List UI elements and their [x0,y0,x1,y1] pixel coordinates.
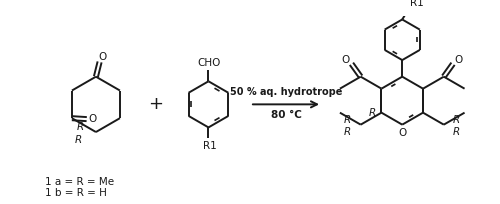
Text: R: R [76,122,84,132]
Text: R: R [453,127,460,137]
Text: 1 b = R = H: 1 b = R = H [45,188,107,198]
Text: R1: R1 [410,0,424,8]
Text: R1: R1 [204,141,217,151]
Text: R: R [344,115,352,125]
Text: CHO: CHO [198,58,221,68]
Text: R: R [75,135,82,145]
Text: +: + [148,95,164,113]
Text: O: O [398,128,406,138]
Text: R: R [453,115,460,125]
Text: 1 a = R = Me: 1 a = R = Me [45,177,114,187]
Text: O: O [98,52,106,62]
Text: 50 % aq. hydrotrope: 50 % aq. hydrotrope [230,87,342,97]
Text: R: R [344,127,352,137]
Text: 80 °C: 80 °C [270,110,302,120]
Text: O: O [454,55,462,65]
Text: O: O [88,114,96,124]
Text: O: O [342,55,350,65]
Text: R: R [368,108,376,118]
